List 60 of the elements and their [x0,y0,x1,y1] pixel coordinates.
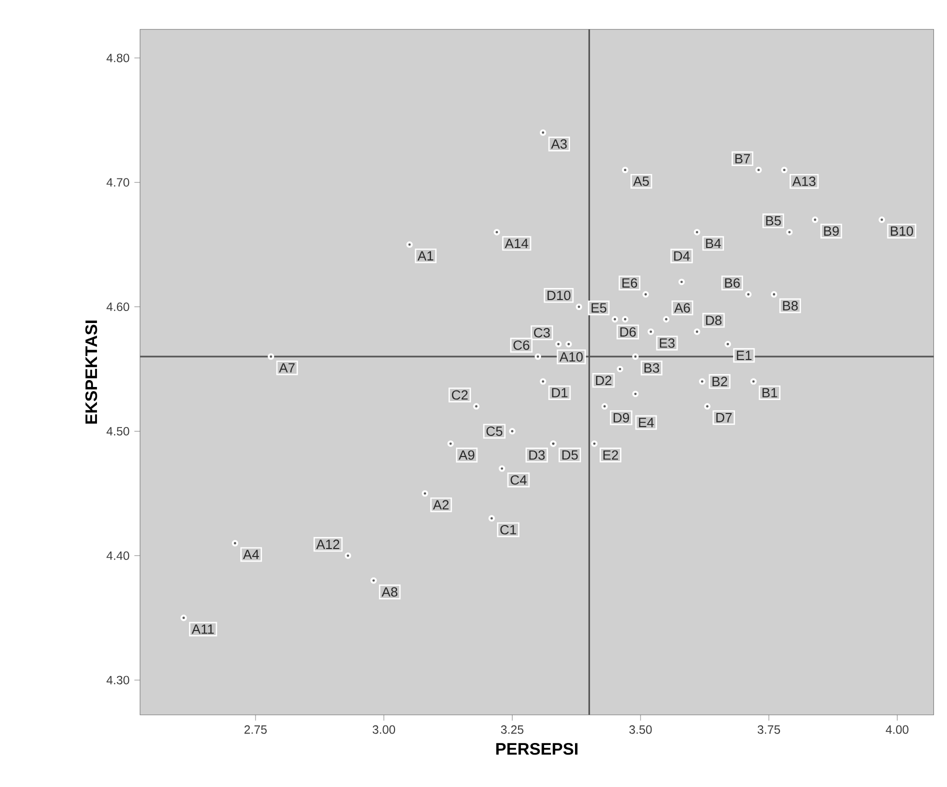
data-label: A4 [243,550,259,560]
data-label: D3 [529,450,545,460]
data-label: B10 [890,226,914,236]
data-label: A12 [316,540,340,550]
y-tick-label: 4.40 [106,551,130,560]
data-label: A8 [382,587,398,597]
data-label: B3 [644,363,660,373]
data-label: A5 [633,176,649,186]
data-label: B5 [766,216,781,226]
data-label: E5 [592,303,606,313]
data-label: A13 [792,176,816,186]
data-label: B7 [735,154,750,164]
data-label: C2 [452,390,468,400]
data-label: C6 [514,340,530,350]
y-tick-label: 4.60 [106,302,130,312]
data-label: A10 [560,352,583,362]
data-label: A9 [458,450,474,460]
data-label: B6 [725,278,740,288]
x-tick-label: 3.25 [500,725,524,734]
x-axis-title: PERSEPSI [496,743,578,755]
x-tick-label: 4.00 [886,725,908,734]
x-tick-label: 3.75 [758,725,780,734]
data-label: C5 [486,426,502,436]
y-tick-label: 4.50 [106,427,130,436]
data-label: B9 [824,226,839,236]
x-tick-label: 2.75 [244,725,267,734]
data-label: A7 [278,363,295,372]
data-label: D5 [562,450,578,460]
data-label: D7 [716,413,732,422]
data-label: C1 [500,525,516,534]
data-label: D1 [552,388,568,398]
data-label: B1 [762,388,778,398]
data-label: E4 [639,418,654,428]
data-label: A11 [192,624,214,634]
data-label: D8 [706,316,722,326]
data-label: E2 [603,450,618,460]
data-label: D6 [620,327,636,337]
data-label: E1 [736,350,752,360]
y-tick-label: 4.80 [106,54,130,62]
data-label: B2 [712,376,728,386]
y-tick-label: 4.70 [106,178,130,187]
data-label: D10 [548,290,570,300]
data-label: E6 [622,278,638,288]
data-label: A1 [418,251,434,260]
data-label: D9 [614,413,630,422]
data-label: E3 [660,338,675,348]
data-label: A14 [504,238,528,248]
y-axis-title: EKSPEKTASI [85,320,98,424]
data-label: A6 [674,303,690,313]
data-label: B8 [783,301,798,310]
y-tick-label: 4.30 [106,676,130,684]
data-label: B4 [706,238,721,248]
data-label: D2 [596,376,612,386]
x-tick-label: 3.00 [372,725,396,734]
data-label: C3 [534,328,550,338]
data-label: A3 [551,139,567,149]
x-tick-label: 3.50 [629,725,652,734]
data-label: C4 [510,475,527,485]
data-label: D4 [674,251,690,261]
data-label: A2 [432,500,449,510]
